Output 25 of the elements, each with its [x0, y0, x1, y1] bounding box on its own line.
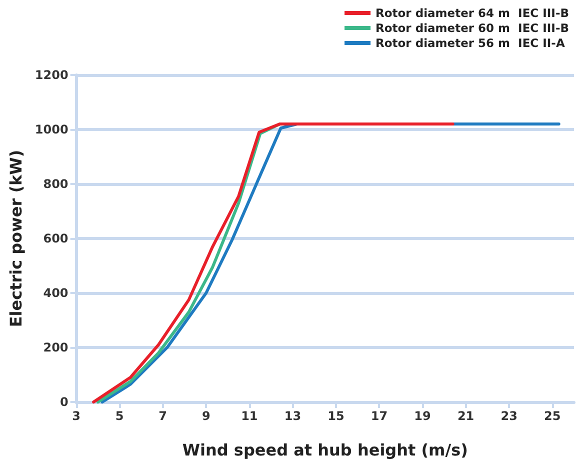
y-tick-label: 800	[43, 177, 68, 191]
x-tick-label: 3	[72, 409, 80, 423]
x-tick-label: 9	[202, 409, 210, 423]
x-tick-label: 5	[115, 409, 124, 423]
x-tick-label: 23	[500, 409, 518, 423]
x-tick-label: 21	[457, 409, 474, 423]
y-tick-label: 0	[60, 395, 68, 409]
y-tick-label: 1200	[34, 68, 68, 82]
x-axis-title: Wind speed at hub height (m/s)	[182, 440, 468, 460]
x-tick-label: 17	[370, 409, 388, 423]
x-tick-label: 11	[241, 409, 258, 423]
legend-label: Rotor diameter 60 m IEC III-B	[376, 21, 569, 35]
y-tick-label: 1000	[34, 122, 68, 136]
line-series	[92, 122, 454, 404]
legend-label: Rotor diameter 64 m IEC III-B	[376, 6, 569, 20]
y-tick-label: 400	[43, 286, 68, 300]
x-tick-label: 15	[328, 409, 344, 423]
y-axis-title: Electric power (kW)	[6, 150, 26, 328]
x-tick-label: 25	[544, 409, 561, 423]
x-tick-label: 19	[414, 409, 431, 423]
y-tick-label: 600	[43, 232, 68, 246]
x-tick-label: 13	[284, 409, 302, 423]
legend-label: Rotor diameter 56 m IEC II-A	[376, 36, 565, 50]
y-tick-label: 200	[43, 340, 68, 354]
x-tick-label: 7	[158, 409, 168, 423]
